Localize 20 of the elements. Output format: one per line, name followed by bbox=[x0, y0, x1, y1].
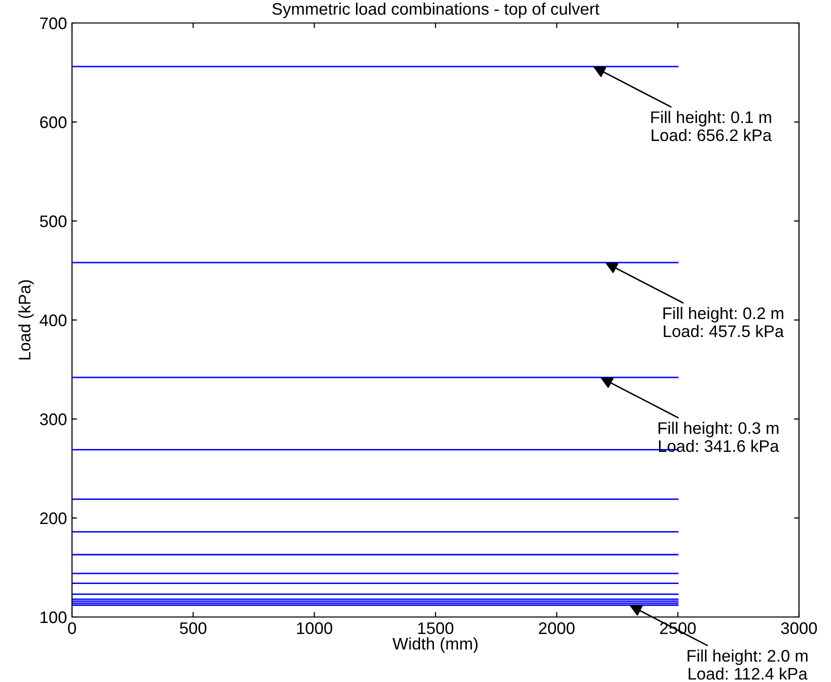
y-tick-label: 600 bbox=[40, 116, 66, 128]
x-tick-label: 500 bbox=[180, 622, 206, 634]
annotation: Fill height: 0.1 m Load: 656.2 kPa bbox=[651, 110, 772, 142]
annotation: Fill height: 0.3 m Load: 341.6 kPa bbox=[658, 422, 780, 452]
x-tick-label: 2000 bbox=[538, 622, 575, 634]
y-tick-label: 200 bbox=[40, 512, 66, 524]
x-tick-label: 0 bbox=[68, 622, 76, 634]
x-tick-label: 3000 bbox=[781, 622, 817, 634]
annotation: Fill height: 2.0 m Load: 112.4 kPa bbox=[688, 649, 808, 680]
y-tick-label: 500 bbox=[40, 215, 66, 228]
y-tick-label: 300 bbox=[40, 413, 66, 426]
annotation: Fill height: 0.2 m Load: 457.5 kPa bbox=[663, 306, 784, 338]
x-tick-label: 1000 bbox=[297, 622, 332, 634]
y-axis-title: Load (kPa) bbox=[18, 280, 34, 360]
y-tick-label: 100 bbox=[40, 611, 66, 624]
x-axis-title: Width (mm) bbox=[392, 637, 478, 653]
y-tick-label: 700 bbox=[40, 17, 66, 30]
x-tick-label: 1500 bbox=[418, 622, 454, 634]
chart-title: Symmetric load combinations - top of culvert bbox=[272, 2, 600, 18]
y-tick-label: 400 bbox=[40, 314, 66, 326]
